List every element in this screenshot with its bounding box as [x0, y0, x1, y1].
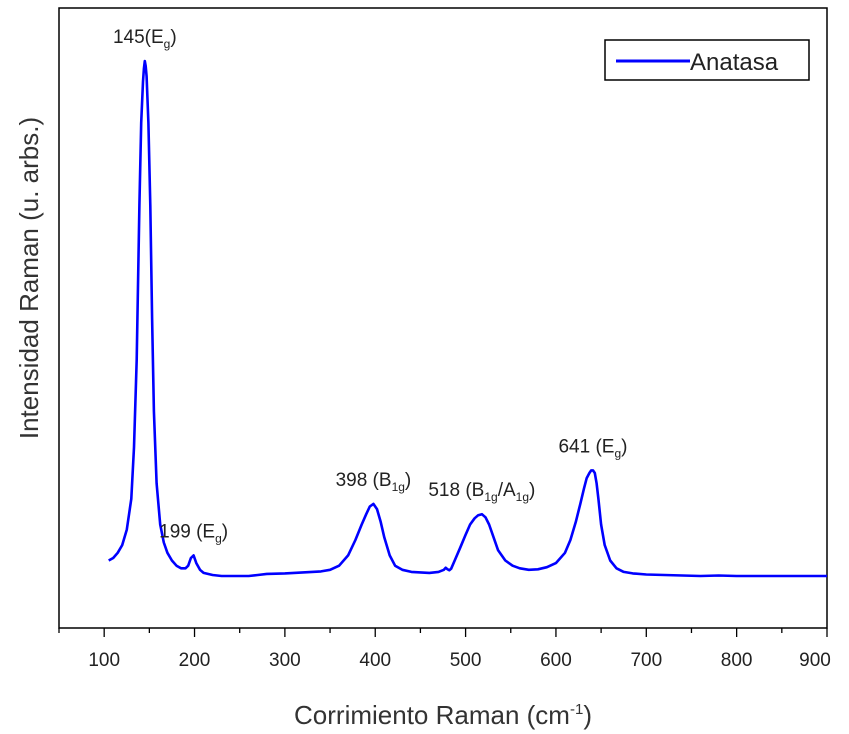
x-axis-tick-labels: 100 200 300 400 500 600 700 800 900 — [88, 650, 831, 671]
peak-label-text: 398 (B — [336, 470, 392, 491]
legend: Anatasa — [604, 39, 810, 81]
x-axis-title-superscript: -1 — [570, 701, 583, 718]
x-tick-label: 400 — [359, 650, 391, 671]
y-axis-title: Intensidad Raman (u. arbs.) — [14, 117, 44, 439]
x-tick-label: 800 — [721, 650, 753, 671]
peak-label-text: 199 (E — [159, 521, 215, 542]
series-line-anatasa — [108, 59, 827, 578]
x-tick-label: 700 — [630, 650, 662, 671]
peak-label: 145(Eg) — [113, 27, 177, 51]
x-tick-label: 100 — [88, 650, 120, 671]
peak-label-suffix: ) — [405, 470, 411, 491]
peak-label-text: 641 (E — [558, 436, 614, 457]
peak-label-separator: /A — [498, 480, 516, 501]
plot-frame — [58, 7, 828, 629]
x-tick-label: 300 — [269, 650, 301, 671]
x-tick-label: 600 — [540, 650, 572, 671]
peak-label: 398 (B1g) — [336, 470, 412, 494]
peak-label-text: 145(E — [113, 27, 164, 48]
peak-label: 518 (B1g/A1g) — [428, 480, 535, 504]
x-axis-ticks — [58, 628, 828, 637]
peak-label-suffix: ) — [170, 27, 176, 48]
peak-label: 199 (Eg) — [159, 521, 228, 545]
legend-label-anatasa: Anatasa — [690, 49, 779, 76]
peak-label-text: 518 (B — [428, 480, 484, 501]
peak-label-subscript: g — [614, 446, 621, 460]
peak-annotations: 145(Eg)199 (Eg)398 (B1g) 518 (B1g/A1g)641… — [113, 27, 628, 545]
x-tick-label: 200 — [179, 650, 211, 671]
x-axis-title-suffix: ) — [583, 700, 592, 730]
x-tick-label: 900 — [799, 650, 831, 671]
peak-label: 641 (Eg) — [558, 436, 627, 460]
peak-label-subscript: g — [164, 37, 171, 51]
x-axis-title: Corrimiento Raman (cm-1) — [294, 700, 592, 730]
peak-label-subscript: 1g — [516, 490, 529, 504]
peak-label-suffix: ) — [222, 521, 228, 542]
peak-label-suffix: ) — [529, 480, 535, 501]
peak-label-subscript: g — [215, 531, 222, 545]
x-tick-label: 500 — [450, 650, 482, 671]
peak-label-subscript: 1g — [484, 490, 497, 504]
peak-label-subscript: 1g — [392, 480, 405, 494]
peak-label-suffix: ) — [621, 436, 627, 457]
